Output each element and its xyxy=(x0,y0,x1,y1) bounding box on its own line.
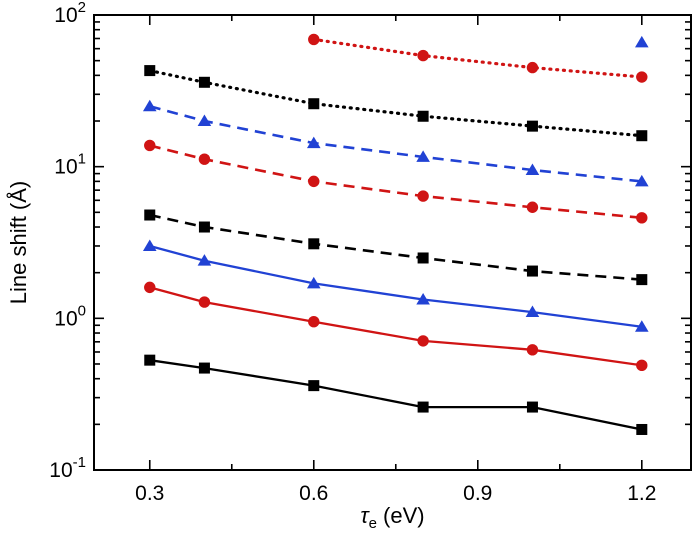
marker-triangle xyxy=(634,35,649,48)
marker-square xyxy=(417,110,429,122)
series-line-blue-solid xyxy=(149,244,642,328)
marker-circle xyxy=(144,139,156,152)
marker-circle xyxy=(417,190,429,202)
marker-square xyxy=(526,265,538,277)
marker-circle xyxy=(526,61,539,74)
series-red-dotted xyxy=(308,33,648,83)
series-line-red-dashed xyxy=(149,144,642,220)
marker-triangle xyxy=(197,114,212,127)
series-red-solid xyxy=(144,281,648,372)
marker-square xyxy=(144,354,156,366)
y-axis-title: Line shift (Å) xyxy=(6,181,31,305)
series-blue-solid xyxy=(142,239,649,332)
marker-square xyxy=(308,238,320,250)
marker-triangle xyxy=(634,174,649,187)
marker-circle xyxy=(526,344,539,356)
marker-square xyxy=(144,209,156,221)
series-red-dashed xyxy=(144,139,648,224)
marker-square xyxy=(198,221,210,233)
marker-square xyxy=(526,120,538,132)
marker-triangle xyxy=(525,163,540,176)
marker-circle xyxy=(308,175,320,188)
series-line-red-dotted xyxy=(312,37,644,79)
marker-circle xyxy=(308,316,320,328)
marker-square xyxy=(198,362,210,374)
series-line-black-dashed xyxy=(149,213,642,281)
ticks-group xyxy=(95,14,690,471)
marker-triangle xyxy=(142,99,157,112)
y-tick-label: 102 xyxy=(54,0,86,27)
x-tick-label: 1.2 xyxy=(627,482,656,505)
series-line-red-solid xyxy=(149,286,642,367)
series-line-black-solid xyxy=(149,359,643,431)
marker-square xyxy=(417,401,429,413)
marker-triangle xyxy=(634,320,649,332)
x-tick-label: 0.9 xyxy=(463,482,492,505)
marker-triangle xyxy=(197,254,212,266)
marker-square xyxy=(526,401,538,413)
series-black-dotted xyxy=(144,65,648,142)
marker-circle xyxy=(636,212,648,224)
marker-square xyxy=(636,423,648,435)
y-tick-label: 10-1 xyxy=(49,454,86,482)
marker-circle xyxy=(308,33,320,46)
series-blue-dotted xyxy=(634,35,649,48)
marker-square xyxy=(417,252,429,264)
series-black-solid xyxy=(144,354,648,435)
series-blue-dashed xyxy=(142,99,649,187)
marker-triangle xyxy=(525,305,540,318)
x-tick-label: 0.6 xyxy=(299,482,328,505)
marker-square xyxy=(144,65,156,77)
series-line-black-dotted xyxy=(148,69,644,138)
marker-triangle xyxy=(416,150,430,162)
series-black-dashed xyxy=(144,209,648,286)
series-line-blue-dashed xyxy=(149,105,642,183)
marker-square xyxy=(636,130,648,142)
marker-circle xyxy=(417,335,429,347)
marker-circle xyxy=(198,296,211,308)
marker-circle xyxy=(526,201,539,213)
marker-square xyxy=(198,76,210,88)
marker-square xyxy=(636,274,648,286)
marker-circle xyxy=(417,49,429,62)
marker-triangle xyxy=(416,293,430,305)
marker-circle xyxy=(144,281,156,294)
marker-square xyxy=(308,380,320,392)
x-tick-label: 0.3 xyxy=(135,482,164,505)
marker-circle xyxy=(198,153,211,165)
marker-triangle xyxy=(142,239,157,251)
marker-circle xyxy=(636,359,648,372)
marker-circle xyxy=(636,71,648,83)
x-axis-title: τe (eV) xyxy=(360,503,424,531)
plot-frame xyxy=(93,14,692,471)
marker-triangle xyxy=(306,276,321,289)
y-tick-label: 101 xyxy=(54,151,86,179)
marker-square xyxy=(308,98,320,110)
y-tick-label: 100 xyxy=(54,302,86,330)
marker-triangle xyxy=(306,136,321,149)
